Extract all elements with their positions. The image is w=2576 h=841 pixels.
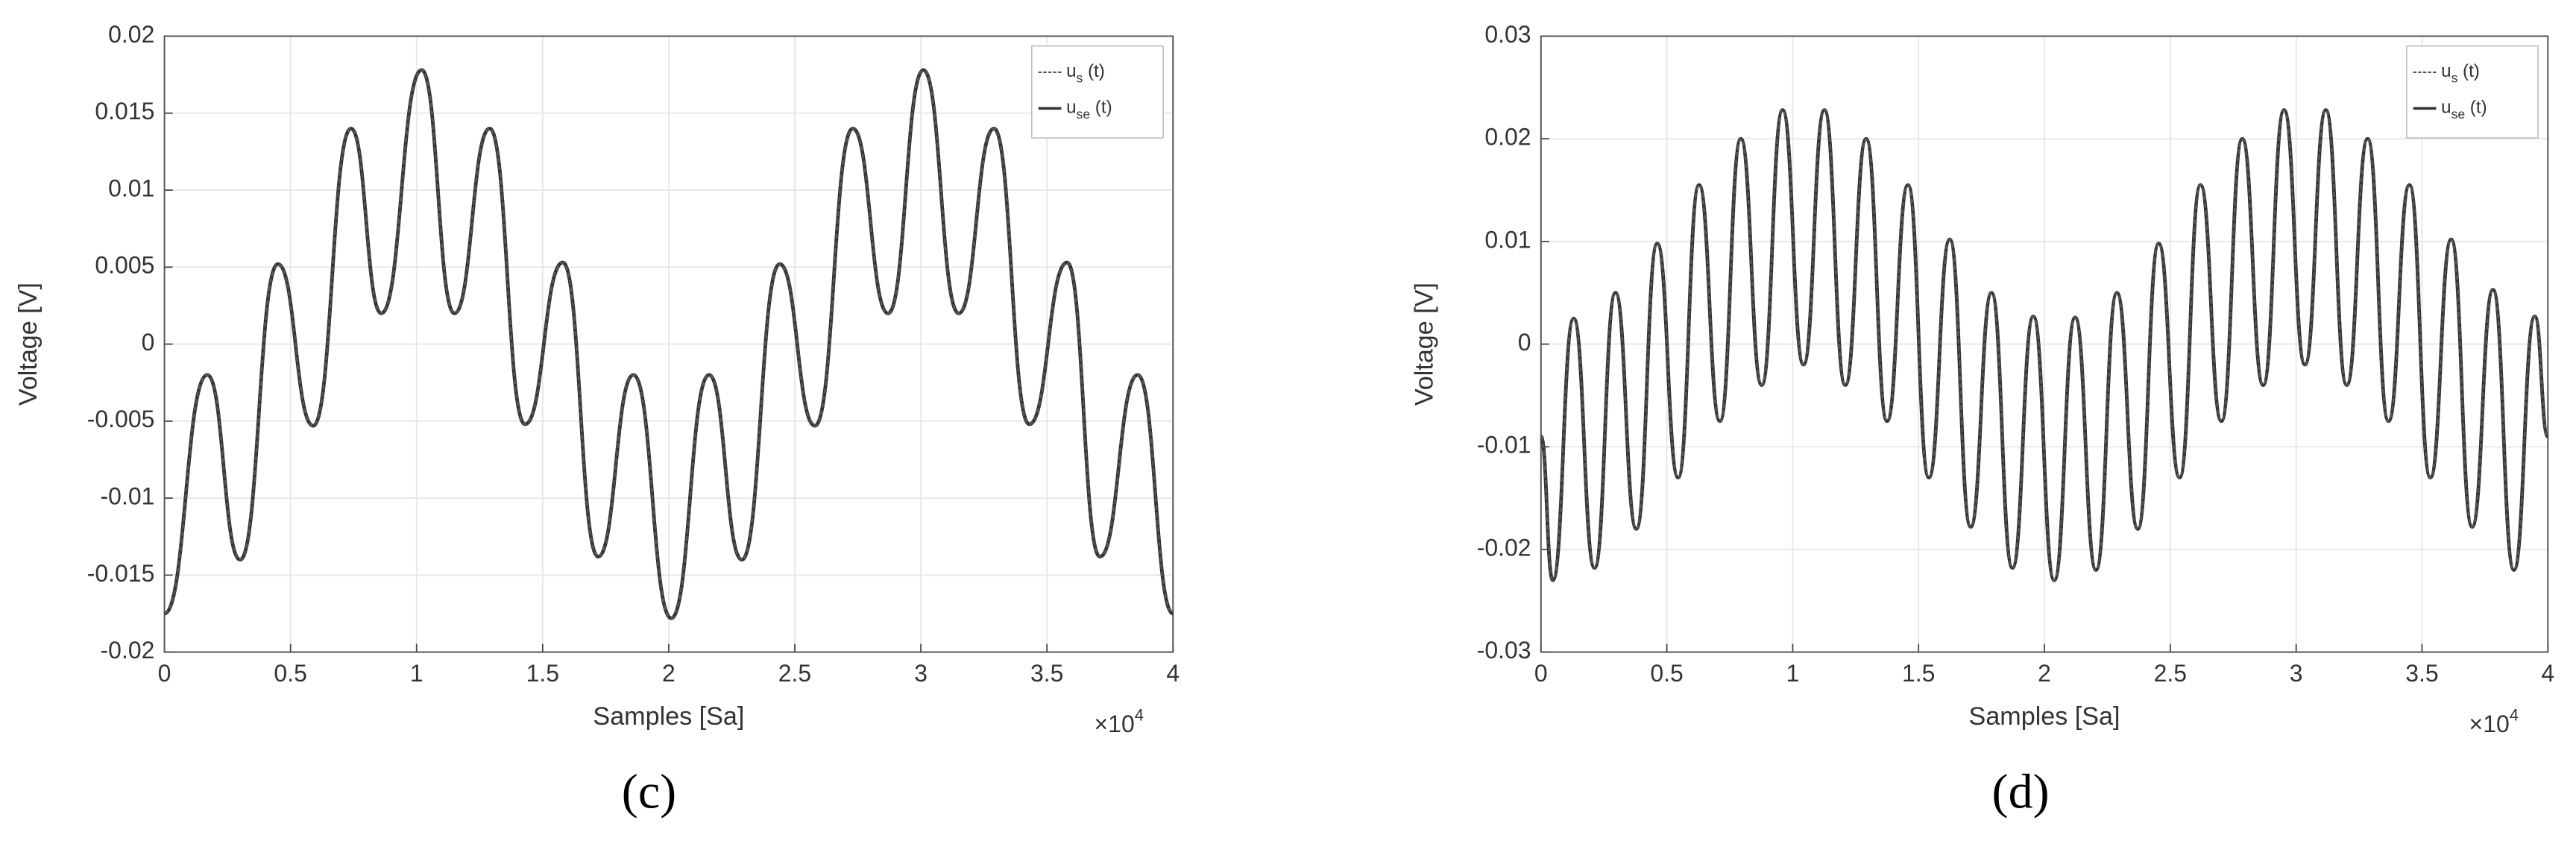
plot-frame — [1540, 35, 2549, 653]
y-tick-label: 0.03 — [1484, 21, 1531, 48]
x-axis-label: Samples [Sa] — [1969, 702, 2120, 731]
legend-suffix: (t) — [1088, 61, 1105, 81]
legend-subscript: s — [2451, 70, 2458, 85]
y-tick-label: -0.03 — [1477, 637, 1531, 664]
x-tick-label: 2.5 — [778, 660, 811, 687]
x-tick-label: 2 — [662, 660, 676, 687]
plot-frame — [163, 35, 1174, 653]
x-multiplier: ×104 — [1095, 705, 1144, 737]
y-tick-label: 0 — [142, 329, 155, 356]
y-tick-label: 0.005 — [95, 252, 154, 279]
x-tick-label: 3.5 — [1030, 660, 1063, 687]
y-tick-label: -0.02 — [101, 637, 155, 664]
legend-subscript: s — [1077, 70, 1083, 85]
x-tick-label: 0.5 — [274, 660, 306, 687]
legend-subscript: se — [2451, 107, 2466, 122]
x-multiplier-exp: 4 — [1135, 705, 1144, 724]
legend-name: u — [2441, 98, 2451, 118]
legend-label: use (t) — [1066, 98, 1112, 122]
legend-label: us (t) — [2441, 61, 2480, 85]
x-tick-label: 0 — [1534, 660, 1548, 687]
x-tick-label: 1.5 — [526, 660, 559, 687]
legend-box — [2406, 45, 2539, 139]
y-tick-label: -0.015 — [87, 560, 155, 587]
legend-subscript: se — [1077, 107, 1091, 122]
x-tick-label: 3 — [914, 660, 928, 687]
x-multiplier-base: ×10 — [1095, 711, 1135, 737]
x-axis-label: Samples [Sa] — [593, 702, 744, 731]
x-tick-label: 0.5 — [1650, 660, 1683, 687]
legend-label: use (t) — [2441, 98, 2487, 122]
legend-name: u — [2441, 61, 2451, 81]
x-tick-label: 2 — [2038, 660, 2051, 687]
y-tick-label: 0.01 — [1484, 226, 1531, 253]
y-tick-label: -0.005 — [87, 406, 155, 432]
legend-suffix: (t) — [2470, 98, 2487, 118]
y-tick-label: 0 — [1518, 329, 1531, 356]
chart: -0.02 -0.015 -0.01 -0.005 0 0.005 0.01 0.015 0.0… — [14, 21, 1180, 819]
x-tick-label: 1 — [1786, 660, 1800, 687]
chart: -0.03 -0.02 -0.01 0 0.01 0.02 0.03 0 0.5 1 1.5 2 2.5… — [1411, 21, 2555, 819]
x-multiplier-base: ×10 — [2469, 711, 2510, 737]
panel-label: (d) — [1992, 765, 2050, 819]
x-tick-label: 4 — [2541, 660, 2554, 687]
y-tick-label: 0.02 — [1484, 124, 1531, 151]
x-multiplier: ×104 — [2469, 705, 2519, 737]
x-tick-label: 1.5 — [1902, 660, 1935, 687]
y-tick-label: 0.01 — [108, 174, 154, 201]
x-tick-label: 0 — [158, 660, 171, 687]
y-axis-label: Voltage [V] — [14, 283, 42, 406]
x-tick-label: 4 — [1166, 660, 1180, 687]
y-tick-label: -0.01 — [1477, 432, 1531, 459]
legend-name: u — [1066, 98, 1076, 118]
data-line — [1540, 109, 2549, 582]
legend-label: us (t) — [1066, 61, 1105, 85]
data-line — [163, 69, 1174, 620]
x-tick-label: 2.5 — [2154, 660, 2187, 687]
y-tick-label: -0.02 — [1477, 534, 1531, 561]
x-tick-label: 1 — [410, 660, 423, 687]
legend-suffix: (t) — [2463, 61, 2480, 81]
x-tick-label: 3.5 — [2405, 660, 2438, 687]
legend-box — [1031, 45, 1164, 139]
y-tick-label: 0.02 — [108, 21, 154, 48]
panel-label: (c) — [622, 765, 676, 819]
legend-suffix: (t) — [1095, 98, 1112, 118]
legend-name: u — [1066, 61, 1076, 81]
x-tick-label: 3 — [2290, 660, 2303, 687]
x-multiplier-exp: 4 — [2510, 705, 2519, 724]
y-axis-label: Voltage [V] — [1411, 283, 1439, 406]
y-tick-label: 0.015 — [95, 98, 154, 125]
y-tick-label: -0.01 — [101, 483, 155, 510]
